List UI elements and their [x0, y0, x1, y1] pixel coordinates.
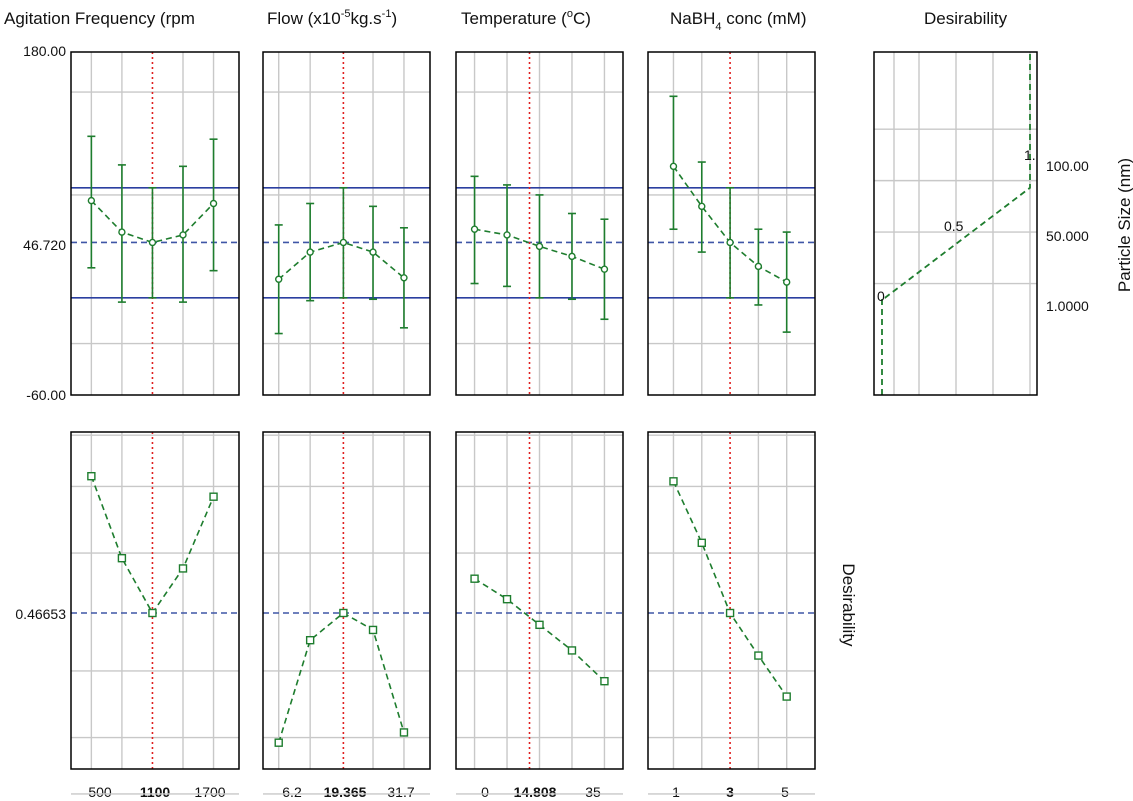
xtick-flow-min: 6.2: [282, 784, 302, 800]
panel3-bottom-frame: [455, 431, 624, 770]
xtick-agitation-current: 1100: [140, 784, 171, 800]
panel3-desirability-point-2: [535, 620, 544, 630]
factor-title-agitation: Agitation Frequency (rpm: [4, 9, 195, 28]
response-axis-label: Particle Size (nm): [1115, 158, 1133, 292]
panel4-response-point-1: [698, 202, 706, 211]
desirability-tick-100: 100.00: [1046, 158, 1089, 174]
panel1-response-point-2: [148, 238, 157, 247]
panel1-desirability-point-2: [148, 608, 157, 618]
panel3-desirability-point-0: [470, 574, 479, 583]
panel3-response-point-4: [600, 265, 609, 273]
panel4-desirability-point-0: [669, 477, 678, 486]
panel2-response-point-1: [306, 248, 314, 256]
factor-title-desirability: Desirability: [924, 9, 1008, 28]
ytick-desirability-current: 0.46653: [15, 606, 66, 622]
panel4-response-point-3: [754, 262, 763, 271]
xtick-temperature-current: 14.808: [514, 784, 557, 800]
panel2-top-frame: [262, 51, 431, 396]
desirability-tick-1: 1.0000: [1046, 298, 1089, 314]
panel3-response-point-0: [470, 225, 479, 233]
panel2-desirability-point-4: [399, 728, 409, 737]
panel1-response-point-3: [179, 231, 187, 239]
xtick-temperature-max: 35: [585, 784, 601, 800]
xtick-temperature-min: 0: [481, 784, 489, 800]
panel4-desirability-point-2: [725, 608, 735, 618]
panel1-top-frame: [70, 51, 240, 396]
desirability-fn-label-half: 0.5: [944, 218, 964, 234]
profiler-panels: 0 0.5 1.: [70, 51, 1038, 795]
panel4-response-point-0: [669, 162, 678, 171]
panel3-response-line: [474, 228, 605, 270]
panel1-desirability-point-1: [117, 553, 127, 563]
xtick-nabh4-max: 5: [781, 784, 789, 800]
panel2-desirability-point-1: [305, 635, 315, 645]
panel4-desirability-point-3: [754, 651, 763, 660]
factor-title-flow: Flow (x10-5kg.s-1): [267, 8, 397, 28]
factor-title-temperature: Temperature (oC): [461, 8, 591, 28]
panel2-response-point-4: [400, 274, 408, 282]
panel1-response-point-0: [87, 196, 96, 205]
desirability-tick-50: 50.000: [1046, 228, 1089, 244]
xtick-flow-current: 19.365: [324, 784, 367, 800]
panel3-response-point-2: [535, 242, 544, 251]
desirability-fn-label-0: 0: [877, 288, 885, 304]
desirability-axis-label: Desirability: [839, 563, 858, 647]
xtick-agitation-max: 1700: [194, 784, 225, 800]
ytick-response-min: -60.00: [26, 387, 66, 403]
xtick-agitation-min: 500: [88, 784, 112, 800]
panel4-desirability-point-4: [782, 692, 791, 701]
panel2-desirability-point-0: [274, 738, 283, 747]
panel4-response-point-4: [782, 278, 791, 286]
panel1-response-point-1: [118, 228, 126, 236]
panel1-bottom-frame: [70, 431, 240, 770]
panel3-top-frame: [455, 51, 624, 396]
panel2-response-point-2: [339, 238, 348, 247]
panel2-desirability-point-3: [368, 625, 378, 635]
panel4-response-point-2: [726, 238, 734, 247]
panel3-desirability-point-3: [567, 646, 577, 655]
ytick-response-max: 180.00: [23, 43, 66, 59]
panel1-desirability-point-4: [209, 492, 218, 501]
xtick-nabh4-min: 1: [672, 784, 680, 800]
xtick-nabh4-current: 3: [726, 784, 734, 800]
panel2-response-point-0: [275, 275, 283, 283]
desirability-function-line: [881, 52, 1031, 395]
desirability-fn-frame: [873, 51, 1038, 396]
panel4-desirability-point-1: [697, 538, 706, 548]
panel3-response-point-1: [503, 231, 511, 239]
panel2-response-point-3: [369, 248, 377, 256]
desirability-fn-label-1: 1.: [1024, 147, 1036, 163]
xtick-flow-max: 31.7: [387, 784, 414, 800]
factor-title-nabh4: NaBH4 conc (mM): [670, 9, 806, 33]
panel3-desirability-point-4: [600, 676, 609, 686]
panel3-desirability-line: [474, 578, 605, 682]
panel4-top-frame: [647, 51, 816, 396]
panel1-desirability-point-0: [87, 471, 96, 481]
panel1-response-line: [90, 200, 215, 244]
panel1-desirability-point-3: [178, 564, 188, 573]
panel3-response-point-3: [568, 252, 576, 261]
panel3-desirability-point-1: [502, 594, 512, 604]
panel2-desirability-point-2: [339, 608, 348, 618]
panel2-bottom-frame: [262, 431, 431, 770]
panel1-response-point-4: [209, 199, 218, 208]
panel2-response-line: [278, 241, 405, 280]
panel4-bottom-frame: [647, 431, 816, 770]
ytick-response-current: 46.720: [23, 237, 66, 253]
panel2-desirability-line: [277, 612, 405, 743]
